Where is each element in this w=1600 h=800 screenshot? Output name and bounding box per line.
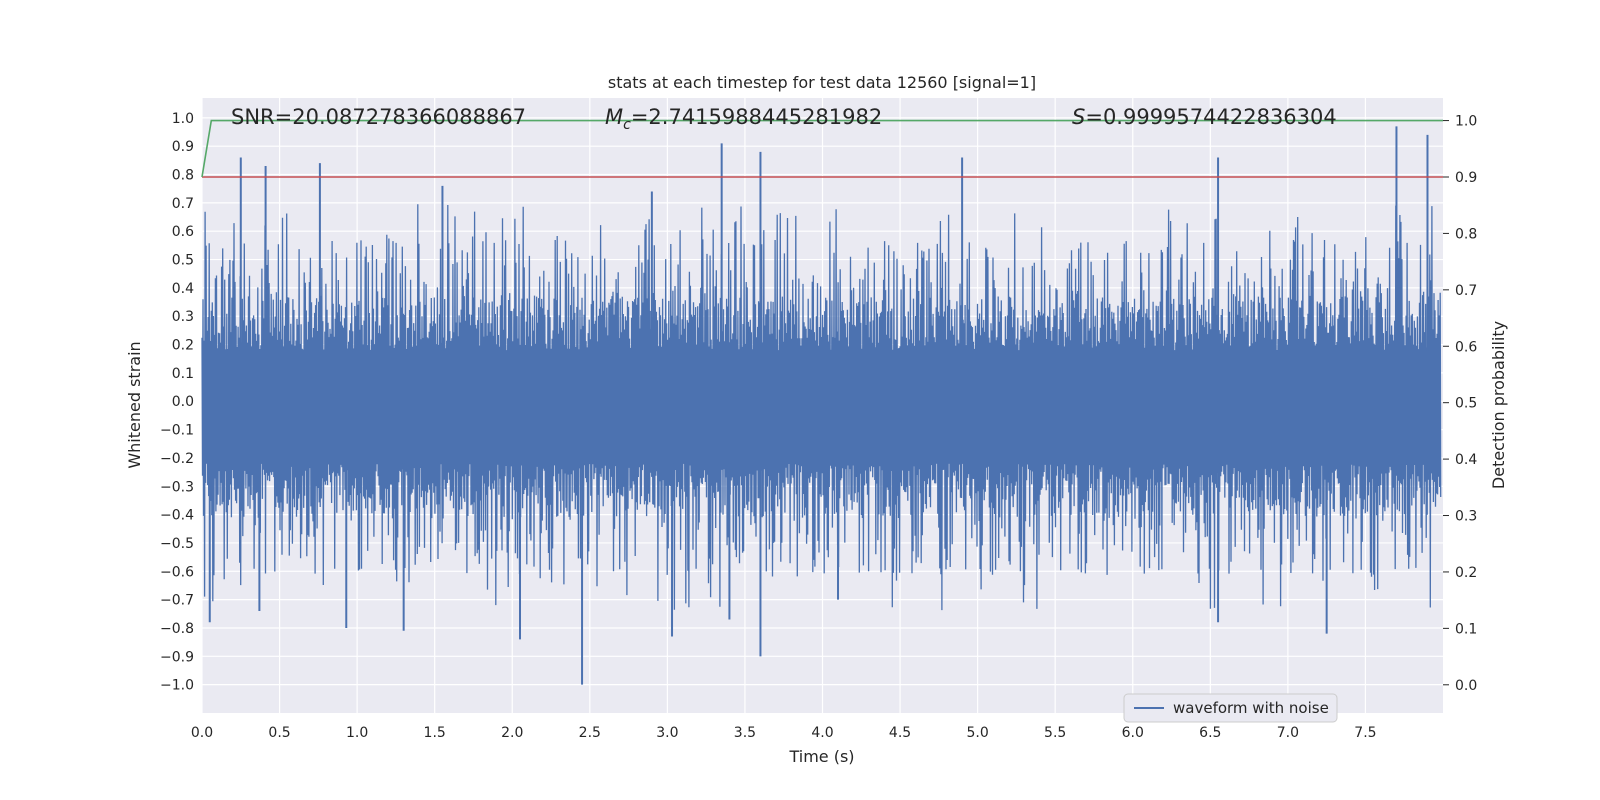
legend-box bbox=[1123, 693, 1338, 723]
y-left-tick-label: 0.3 bbox=[172, 309, 194, 325]
y-right-tick-label: 0.7 bbox=[1455, 283, 1477, 299]
x-tick-label: 6.0 bbox=[1122, 725, 1144, 741]
x-tick-label: 3.0 bbox=[656, 725, 678, 741]
y-left-tick-label: 0.7 bbox=[172, 196, 194, 212]
y-right-tick-label: 0.6 bbox=[1455, 339, 1477, 355]
chart-title: stats at each timestep for test data 125… bbox=[608, 73, 1036, 92]
y-left-tick-label: −0.7 bbox=[160, 593, 194, 609]
y-right-axis-label: Detection probability bbox=[1489, 321, 1508, 489]
legend: waveform with noise bbox=[1123, 693, 1338, 723]
x-tick-label: 6.5 bbox=[1199, 725, 1221, 741]
x-tick-label: 2.0 bbox=[501, 725, 523, 741]
y-left-tick-label: 0.9 bbox=[172, 139, 194, 155]
y-left-tick-label: 0.4 bbox=[172, 281, 194, 297]
y-right-tick-label: 0.9 bbox=[1455, 170, 1477, 186]
waveform-core-band bbox=[202, 350, 1441, 464]
y-left-axis-ticks: −1.0 −0.9 −0.8 −0.7 −0.6 −0.5 −0.4 −0.3 −0.2 −0.1… bbox=[160, 111, 194, 694]
y-right-tick-label: 0.3 bbox=[1455, 509, 1477, 525]
y-left-tick-label: 0.6 bbox=[172, 224, 194, 240]
y-right-tick-label: 0.4 bbox=[1455, 452, 1477, 468]
y-left-tick-label: −0.4 bbox=[160, 508, 194, 524]
s-symbol: S bbox=[1072, 105, 1085, 129]
x-tick-label: 1.0 bbox=[346, 725, 368, 741]
y-left-tick-label: −0.8 bbox=[160, 621, 194, 637]
y-left-axis-label: Whitened strain bbox=[125, 341, 144, 468]
y-left-tick-label: −0.3 bbox=[160, 479, 194, 495]
s-value: =0.9999574422836304 bbox=[1085, 105, 1336, 129]
x-axis-ticks: 0.0 0.5 1.0 1.5 2.0 2.5 3.0 3.5 4.0 4.5 5.0 5.5 6.0 6… bbox=[191, 725, 1377, 741]
s-annotation: S=0.9999574422836304 bbox=[1072, 105, 1337, 129]
y-left-tick-label: 0.1 bbox=[172, 366, 194, 382]
y-left-tick-label: 0.8 bbox=[172, 168, 194, 184]
x-tick-label: 7.5 bbox=[1354, 725, 1376, 741]
y-right-tick-label: 0.8 bbox=[1455, 226, 1477, 242]
detection-probability-line bbox=[201, 119, 1443, 178]
x-tick-label: 4.0 bbox=[811, 725, 833, 741]
y-right-tick-label: 0.1 bbox=[1455, 621, 1477, 637]
y-left-tick-label: −0.5 bbox=[160, 536, 194, 552]
y-left-tick-label: 0.5 bbox=[172, 253, 194, 269]
y-left-tick-label: 0.2 bbox=[172, 338, 194, 354]
y-left-tick-label: −1.0 bbox=[160, 678, 194, 694]
x-tick-label: 7.0 bbox=[1277, 725, 1299, 741]
x-tick-label: 5.0 bbox=[966, 725, 988, 741]
x-tick-label: 4.5 bbox=[889, 725, 911, 741]
x-tick-label: 0.5 bbox=[268, 725, 290, 741]
y-right-tick-label: 0.2 bbox=[1455, 565, 1477, 581]
x-axis-label: Time (s) bbox=[788, 747, 854, 766]
y-right-tick-label: 0.0 bbox=[1455, 678, 1477, 694]
y-left-tick-label: −0.9 bbox=[160, 649, 194, 665]
x-tick-label: 0.0 bbox=[191, 725, 213, 741]
mc-symbol: M bbox=[605, 105, 623, 129]
y-left-tick-label: −0.1 bbox=[160, 423, 194, 439]
legend-label: waveform with noise bbox=[1173, 699, 1329, 717]
x-tick-label: 5.5 bbox=[1044, 725, 1066, 741]
mc-annotation: Mc=2.7415988445281982 bbox=[605, 105, 882, 133]
y-left-tick-label: −0.6 bbox=[160, 564, 194, 580]
mc-value: =2.7415988445281982 bbox=[631, 105, 882, 129]
mc-subscript: c bbox=[623, 117, 631, 133]
y-right-axis-ticks: 0.0 0.1 0.2 0.3 0.4 0.5 0.6 0.7 0.8 0.9 1.0 bbox=[1443, 114, 1477, 694]
waveform-series bbox=[201, 126, 1442, 685]
y-left-tick-label: 1.0 bbox=[172, 111, 194, 127]
y-left-tick-label: −0.2 bbox=[160, 451, 194, 467]
x-tick-label: 3.5 bbox=[734, 725, 756, 741]
y-right-tick-label: 0.5 bbox=[1455, 396, 1477, 412]
x-tick-label: 2.5 bbox=[579, 725, 601, 741]
probability-series bbox=[201, 119, 1443, 178]
y-right-tick-label: 1.0 bbox=[1455, 114, 1477, 130]
x-tick-label: 1.5 bbox=[424, 725, 446, 741]
y-left-tick-label: 0.0 bbox=[172, 394, 194, 410]
snr-annotation: SNR=20.087278366088867 bbox=[231, 105, 526, 129]
